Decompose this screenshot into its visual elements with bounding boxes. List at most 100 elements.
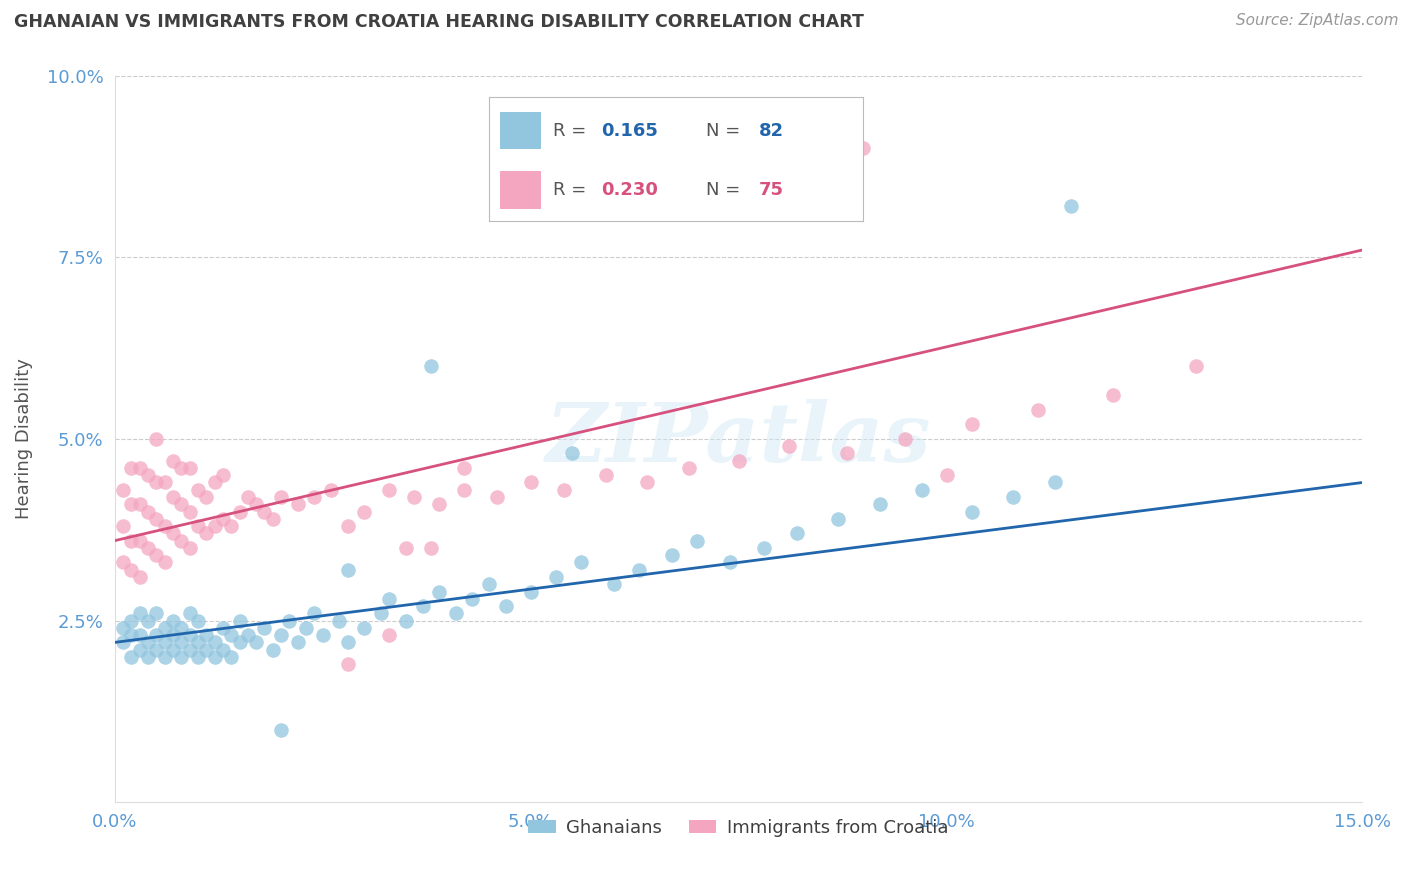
- Point: [145, 642, 167, 657]
- Point: [519, 584, 541, 599]
- Point: [1043, 475, 1066, 490]
- Point: [120, 461, 142, 475]
- Point: [253, 505, 276, 519]
- Point: [170, 533, 193, 548]
- Point: [453, 483, 475, 497]
- Point: [778, 439, 800, 453]
- Point: [112, 483, 135, 497]
- Point: [112, 635, 135, 649]
- Point: [179, 642, 201, 657]
- Point: [153, 649, 176, 664]
- Point: [179, 628, 201, 642]
- Point: [1102, 388, 1125, 402]
- Point: [270, 490, 292, 504]
- Point: [718, 556, 741, 570]
- Text: ZIPatlas: ZIPatlas: [546, 399, 931, 479]
- Point: [727, 453, 749, 467]
- Point: [478, 577, 501, 591]
- Point: [153, 556, 176, 570]
- Point: [444, 607, 467, 621]
- Point: [170, 497, 193, 511]
- Point: [678, 461, 700, 475]
- Point: [336, 657, 359, 672]
- Point: [636, 475, 658, 490]
- Point: [145, 628, 167, 642]
- Point: [786, 526, 808, 541]
- Legend: Ghanaians, Immigrants from Croatia: Ghanaians, Immigrants from Croatia: [522, 812, 956, 844]
- Point: [661, 548, 683, 562]
- Point: [128, 461, 150, 475]
- Point: [212, 468, 235, 483]
- Point: [236, 628, 259, 642]
- Point: [270, 628, 292, 642]
- Point: [627, 563, 650, 577]
- Point: [262, 642, 284, 657]
- Point: [486, 490, 509, 504]
- Point: [153, 635, 176, 649]
- Point: [187, 483, 209, 497]
- Point: [204, 635, 226, 649]
- Point: [960, 505, 983, 519]
- Point: [304, 607, 326, 621]
- Point: [228, 505, 250, 519]
- Point: [295, 621, 318, 635]
- Point: [427, 584, 450, 599]
- Point: [1026, 402, 1049, 417]
- Point: [187, 519, 209, 533]
- Point: [319, 483, 342, 497]
- Point: [353, 505, 375, 519]
- Point: [145, 475, 167, 490]
- Point: [245, 635, 267, 649]
- Text: Source: ZipAtlas.com: Source: ZipAtlas.com: [1236, 13, 1399, 29]
- Point: [228, 614, 250, 628]
- Point: [162, 453, 184, 467]
- Point: [312, 628, 335, 642]
- Point: [195, 642, 218, 657]
- Point: [136, 614, 159, 628]
- Point: [162, 490, 184, 504]
- Point: [412, 599, 434, 613]
- Point: [145, 548, 167, 562]
- Point: [495, 599, 517, 613]
- Point: [228, 635, 250, 649]
- Point: [353, 621, 375, 635]
- Point: [827, 512, 849, 526]
- Point: [153, 475, 176, 490]
- Point: [603, 577, 626, 591]
- Text: GHANAIAN VS IMMIGRANTS FROM CROATIA HEARING DISABILITY CORRELATION CHART: GHANAIAN VS IMMIGRANTS FROM CROATIA HEAR…: [14, 13, 863, 31]
- Point: [120, 497, 142, 511]
- Point: [136, 649, 159, 664]
- Point: [395, 614, 418, 628]
- Point: [162, 642, 184, 657]
- Point: [212, 621, 235, 635]
- Point: [179, 461, 201, 475]
- Point: [453, 461, 475, 475]
- Point: [219, 649, 242, 664]
- Point: [370, 607, 392, 621]
- Point: [553, 483, 575, 497]
- Point: [219, 628, 242, 642]
- Point: [752, 541, 775, 555]
- Point: [187, 635, 209, 649]
- Point: [128, 570, 150, 584]
- Point: [128, 607, 150, 621]
- Point: [328, 614, 350, 628]
- Point: [910, 483, 932, 497]
- Point: [686, 533, 709, 548]
- Point: [894, 432, 917, 446]
- Point: [852, 141, 875, 155]
- Point: [253, 621, 276, 635]
- Point: [128, 642, 150, 657]
- Point: [461, 591, 484, 606]
- Point: [162, 526, 184, 541]
- Point: [136, 505, 159, 519]
- Point: [378, 628, 401, 642]
- Point: [145, 512, 167, 526]
- Point: [287, 497, 309, 511]
- Point: [336, 519, 359, 533]
- Point: [187, 649, 209, 664]
- Point: [162, 614, 184, 628]
- Point: [304, 490, 326, 504]
- Y-axis label: Hearing Disability: Hearing Disability: [15, 359, 32, 519]
- Point: [179, 607, 201, 621]
